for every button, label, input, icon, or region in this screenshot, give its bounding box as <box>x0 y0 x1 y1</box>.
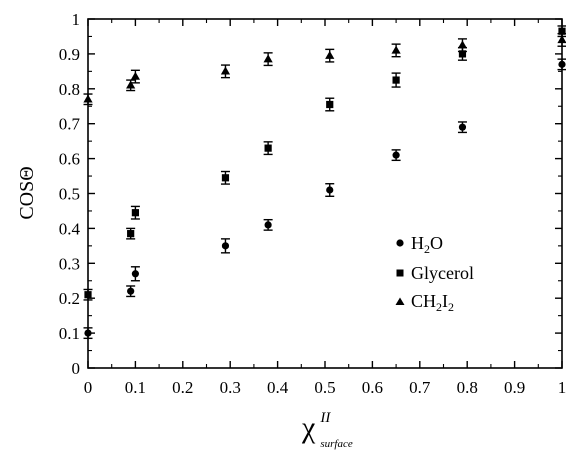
legend-marker-glycerol <box>396 269 404 277</box>
y-tick-label: 0.1 <box>59 324 80 343</box>
x-tick-label: 0.7 <box>409 378 431 397</box>
data-points <box>83 25 566 340</box>
x-axis-title: χ II surface <box>301 409 353 450</box>
x-tick-labels: 0 0.1 0.2 0.3 0.4 0.5 0.6 0.7 0.8 0.9 1 <box>84 378 566 397</box>
axis-ticks <box>87 18 563 369</box>
data-point-square <box>558 27 566 35</box>
legend-label-ch2i2: CH2I2 <box>411 291 454 314</box>
x-axis-title-sub: surface <box>320 438 353 450</box>
data-point-square <box>392 76 400 84</box>
data-point-square <box>326 100 334 109</box>
x-tick-label: 0.2 <box>172 378 193 397</box>
y-tick-label: 0.9 <box>59 45 80 64</box>
data-point-square <box>221 174 230 182</box>
x-tick-label: 0 <box>84 378 93 397</box>
legend-label-h2o: H2O <box>411 233 443 256</box>
series-square <box>83 25 566 301</box>
y-axis-title: COSΘ <box>16 166 38 219</box>
data-point-square <box>264 144 272 152</box>
data-point-circle <box>326 186 334 194</box>
x-tick-label: 0.9 <box>504 378 525 397</box>
y-tick-label: 0.2 <box>59 289 80 308</box>
data-point-triangle <box>457 40 468 49</box>
data-point-circle <box>131 270 139 278</box>
y-tick-label: 0.3 <box>59 254 80 273</box>
x-tick-label: 0.1 <box>125 378 146 397</box>
data-point-circle <box>458 123 467 131</box>
data-point-circle <box>558 60 566 68</box>
data-point-circle <box>264 221 272 229</box>
y-tick-label: 1 <box>72 10 81 29</box>
data-point-square <box>131 209 139 217</box>
x-tick-label: 0.6 <box>362 378 383 397</box>
data-point-triangle <box>126 80 136 89</box>
legend-marker-ch2i2 <box>395 297 405 305</box>
legend-marker-h2o <box>396 239 404 247</box>
data-point-circle <box>127 287 135 295</box>
y-tick-label: 0.7 <box>59 115 81 134</box>
y-tick-label: 0.8 <box>59 80 80 99</box>
x-tick-label: 1 <box>558 378 566 397</box>
data-point-triangle <box>220 66 231 75</box>
y-tick-label: 0 <box>72 359 81 378</box>
y-tick-label: 0.4 <box>59 219 81 238</box>
data-point-circle <box>392 151 400 159</box>
x-tick-label: 0.4 <box>267 378 289 397</box>
data-point-triangle <box>391 45 401 54</box>
legend-label-glycerol: Glycerol <box>411 263 474 283</box>
data-point-circle <box>84 329 92 337</box>
y-tick-labels: 0 0.1 0.2 0.3 0.4 0.5 0.6 0.7 0.8 0.9 1 <box>59 10 81 378</box>
x-tick-label: 0.8 <box>457 378 478 397</box>
data-point-square <box>127 230 135 238</box>
y-tick-label: 0.6 <box>59 150 80 169</box>
x-axis-title-sup: II <box>319 410 331 426</box>
series-triangle <box>83 32 566 106</box>
series-circle <box>83 58 566 340</box>
data-point-circle <box>221 242 230 250</box>
data-point-triangle <box>557 35 566 44</box>
data-point-square <box>458 50 467 58</box>
data-point-triangle <box>325 50 335 59</box>
data-point-square <box>84 291 92 299</box>
x-axis-title-main: χ <box>301 411 316 444</box>
y-tick-label: 0.5 <box>59 185 80 204</box>
x-tick-label: 0.5 <box>314 378 335 397</box>
data-point-triangle <box>263 54 273 63</box>
x-tick-label: 0.3 <box>220 378 241 397</box>
data-point-triangle <box>130 71 140 80</box>
data-point-triangle <box>83 94 93 103</box>
plot-frame <box>87 18 563 369</box>
legend: H2O Glycerol CH2I2 <box>395 233 474 314</box>
